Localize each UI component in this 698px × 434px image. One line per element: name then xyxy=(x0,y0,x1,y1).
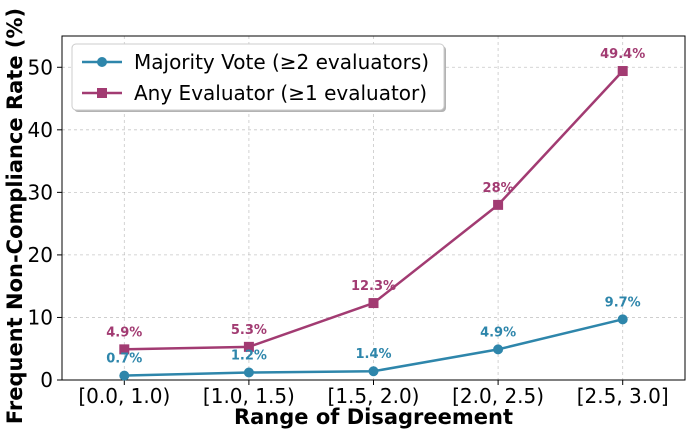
data-point xyxy=(243,367,254,378)
legend-marker xyxy=(97,88,107,98)
data-label: 1.2% xyxy=(231,348,267,363)
y-axis-title: Frequent Non-Compliance Rate (%) xyxy=(3,8,27,424)
x-tick-label: [2.0, 2.5) xyxy=(452,384,544,408)
x-tick-label: [1.5, 2.0) xyxy=(328,384,420,408)
data-label: 1.4% xyxy=(355,347,391,362)
data-point xyxy=(368,366,379,377)
legend-label: Any Evaluator (≥1 evaluator) xyxy=(134,81,427,105)
data-point xyxy=(493,344,504,355)
y-axis: 0 10 20 30 40 50 xyxy=(28,55,62,392)
x-axis: [0.0, 1.0) [1.0, 1.5) [1.5, 2.0) [2.0, 2.5)… xyxy=(78,380,669,408)
data-point xyxy=(617,314,628,325)
x-axis-title: Range of Disagreement xyxy=(234,405,513,429)
legend-box xyxy=(71,43,445,111)
data-point xyxy=(493,199,504,210)
y-tick-label: 40 xyxy=(28,118,53,142)
legend-marker xyxy=(97,57,107,67)
y-tick-label: 10 xyxy=(28,305,53,329)
data-point xyxy=(617,66,628,77)
y-tick-label: 20 xyxy=(28,243,53,267)
x-tick-label: [0.0, 1.0) xyxy=(78,384,170,408)
y-tick-label: 0 xyxy=(40,368,53,392)
data-label: 4.9% xyxy=(106,325,142,340)
data-point xyxy=(368,298,379,309)
legend: Majority Vote (≥2 evaluators) Any Evaluat… xyxy=(71,43,446,112)
data-point xyxy=(119,344,130,355)
data-label: 28% xyxy=(483,181,514,196)
data-point xyxy=(243,341,254,352)
x-tick-label: [2.5, 3.0] xyxy=(577,384,669,408)
data-label: 5.3% xyxy=(231,323,267,338)
data-labels: 0.7% 1.2% 1.4% 4.9% 9.7% 4.9% 5.3% 12.3% 28% 49.4… xyxy=(106,47,645,367)
x-tick-label: [1.0, 1.5) xyxy=(203,384,295,408)
data-label: 4.9% xyxy=(480,325,516,340)
data-label: 12.3% xyxy=(351,279,396,294)
legend-label: Majority Vote (≥2 evaluators) xyxy=(134,50,429,74)
data-label: 9.7% xyxy=(605,295,641,310)
data-label: 0.7% xyxy=(106,352,142,367)
data-label: 49.4% xyxy=(600,47,645,62)
series-layer xyxy=(119,66,628,381)
data-point xyxy=(119,370,130,381)
y-tick-label: 30 xyxy=(28,180,53,204)
y-tick-label: 50 xyxy=(28,55,53,79)
